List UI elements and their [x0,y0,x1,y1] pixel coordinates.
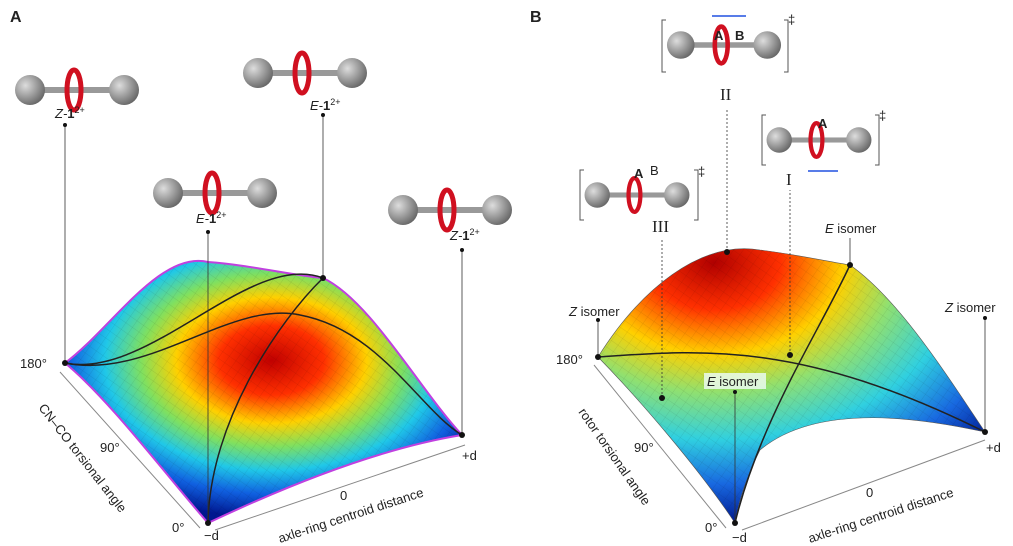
atom-label: A [714,28,724,43]
axis-title: axle-ring centroid distance [806,485,955,546]
tick-label: 90° [634,440,654,455]
axis-title: axle-ring centroid distance [276,485,425,546]
surface-grid [65,261,462,523]
figure: A Z-12+ E-12+ E-12+ Z-12+ 180° 90° 0° −d… [0,0,1013,546]
tick-label: 0° [705,520,717,535]
tick-label: +d [986,440,1001,455]
molecule [15,70,139,110]
tick-label: 180° [20,356,47,371]
tick-label: −d [204,528,219,543]
molecule [243,53,367,93]
tick-label: 0 [340,488,347,503]
surface-grid [598,249,985,523]
ts-label: III [652,217,669,236]
molecule [585,178,690,212]
panel-label: A [10,9,22,26]
atom-label: B [735,28,744,43]
atom-label: A [818,116,828,131]
panel-label: B [530,9,542,26]
atom-label: A [634,166,644,181]
structure-label: E-12+ [310,97,341,113]
axis-title: CN–CO torsional angle [36,401,130,516]
molecule [153,173,277,213]
tick-label: 180° [556,352,583,367]
tick-label: +d [462,448,477,463]
atom-label: B [650,163,659,178]
tick-label: −d [732,530,747,545]
molecule [388,190,512,230]
structure-label: E-12+ [196,210,227,226]
tick-label: 90° [100,440,120,455]
ts-mark: ‡ [698,164,705,179]
ts-label: I [786,170,792,189]
annotation: Z isomer [944,300,996,315]
tick-label: 0° [172,520,184,535]
annotation: Z isomer [568,304,620,319]
ts-label: II [720,85,732,104]
annotation: E isomer [707,374,759,389]
structure-label: Z-12+ [54,105,85,121]
tick-label: 0 [866,485,873,500]
axis-title: rotor torsional angle [576,405,654,508]
molecule [667,27,781,64]
annotation: E isomer [825,221,877,236]
ts-mark: ‡ [879,108,886,123]
ts-mark: ‡ [788,12,795,27]
structure-label: Z-12+ [449,227,480,243]
